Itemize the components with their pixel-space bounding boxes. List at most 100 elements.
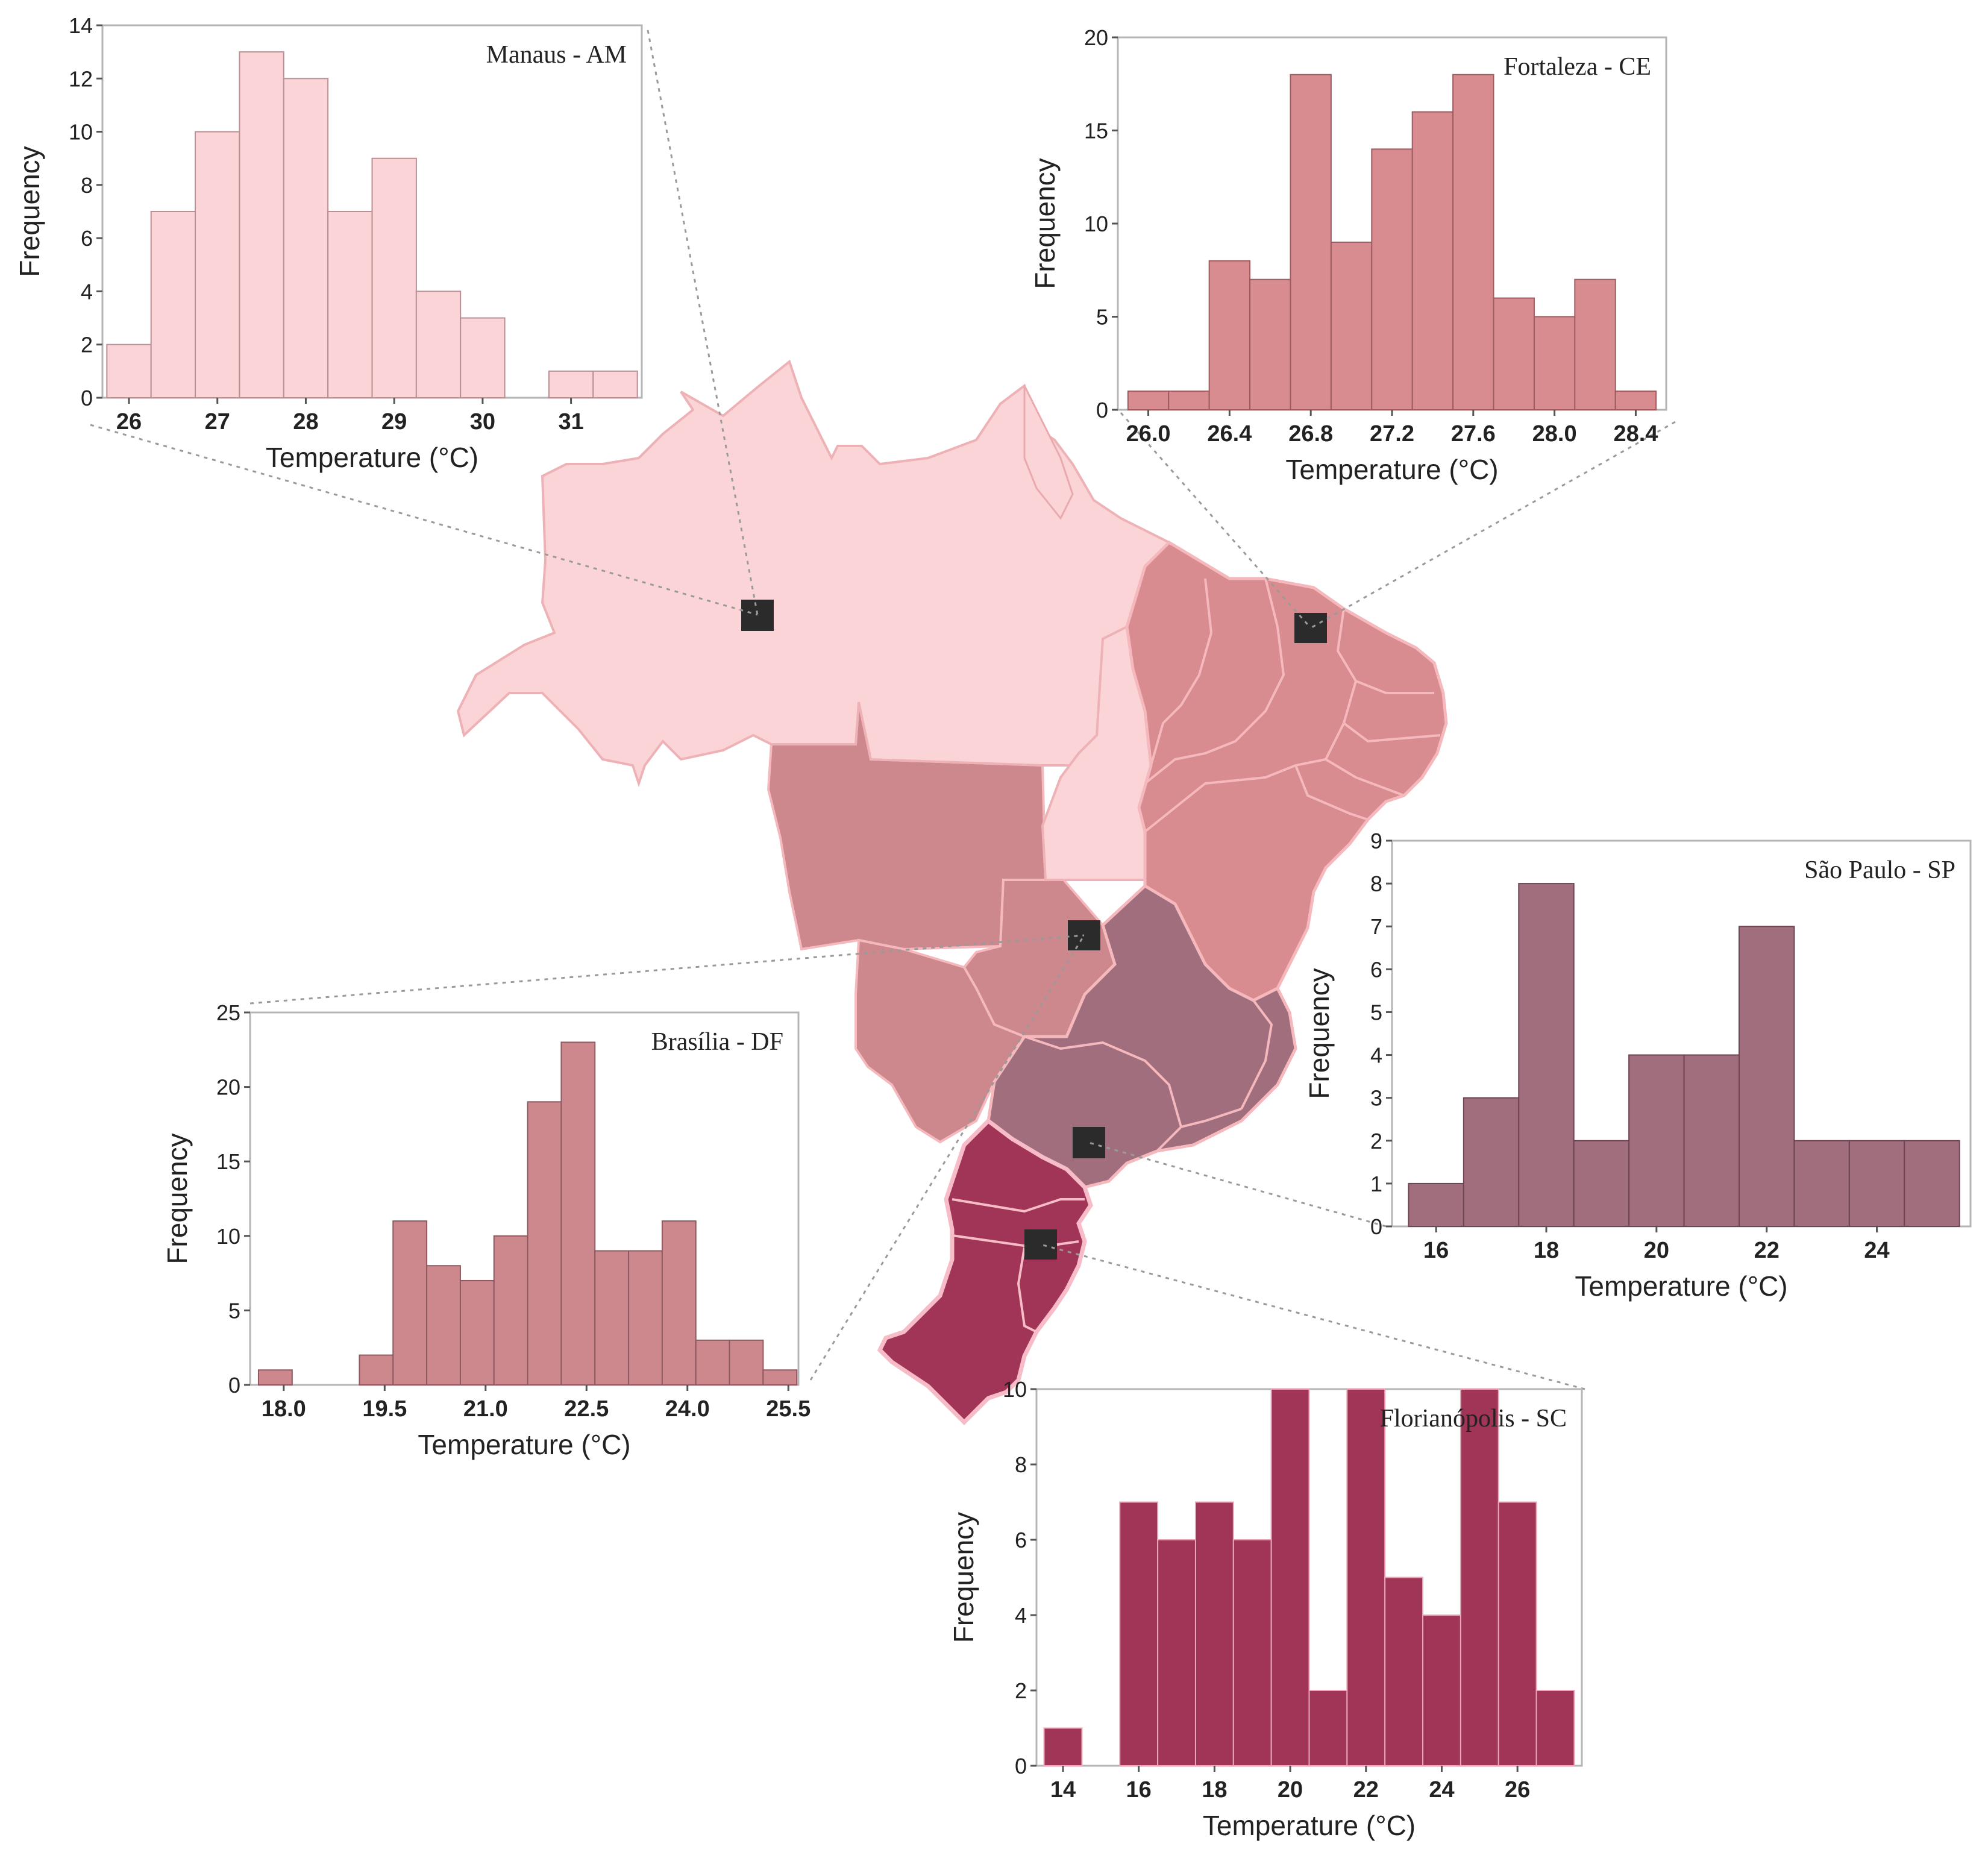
histogram-bar bbox=[1194, 1501, 1234, 1766]
histogram-bar bbox=[1308, 1690, 1348, 1766]
histogram-bar bbox=[426, 1265, 461, 1385]
y-axis-label: Frequency bbox=[14, 146, 45, 277]
x-tick-label: 20 bbox=[1278, 1777, 1303, 1803]
histogram-bar bbox=[1290, 74, 1332, 411]
chart-title: Manaus - AM bbox=[486, 41, 627, 69]
y-tick-label: 10 bbox=[69, 120, 93, 145]
histogram-bar bbox=[327, 211, 373, 398]
x-tick-label: 20 bbox=[1644, 1238, 1669, 1263]
histogram-bar bbox=[1614, 391, 1657, 410]
y-axis-label: Frequency bbox=[948, 1512, 979, 1643]
marker-saopaulo bbox=[1073, 1127, 1105, 1158]
x-axis-label: Temperature (°C) bbox=[1203, 1810, 1416, 1841]
histogram-bar bbox=[548, 370, 594, 398]
y-tick-label: 8 bbox=[1015, 1452, 1027, 1477]
histogram-bar bbox=[1232, 1539, 1272, 1766]
region-south bbox=[877, 1118, 1093, 1425]
marker-manaus bbox=[741, 600, 774, 631]
x-tick-label: 14 bbox=[1050, 1777, 1076, 1803]
histogram-bar bbox=[1518, 883, 1575, 1227]
histogram-bar bbox=[1208, 260, 1251, 410]
histogram-bar bbox=[106, 344, 152, 399]
y-tick-label: 7 bbox=[1370, 914, 1382, 939]
y-axis-label: Frequency bbox=[1303, 968, 1335, 1099]
x-tick-label: 16 bbox=[1126, 1777, 1152, 1803]
histogram-bar bbox=[1384, 1577, 1424, 1766]
histogram-bar bbox=[1628, 1054, 1685, 1227]
histogram-bar bbox=[257, 1369, 293, 1386]
x-tick-label: 24.0 bbox=[665, 1396, 710, 1422]
y-tick-label: 5 bbox=[228, 1298, 240, 1323]
x-tick-label: 31 bbox=[558, 409, 583, 435]
histogram-bar bbox=[1463, 1097, 1520, 1227]
south-state-borders bbox=[952, 1198, 1085, 1333]
histogram-bar bbox=[1739, 926, 1795, 1227]
southeast-state-borders bbox=[1024, 999, 1273, 1152]
leader-saopaulo bbox=[1088, 1141, 1387, 1228]
y-tick-label: 4 bbox=[1370, 1043, 1382, 1068]
histogram-brasilia: 0 5 10 15 20 25 18.0 19.5 21.0 22.5 24.0 25.5 Brasíl… bbox=[161, 1000, 811, 1460]
x-tick-label: 25.5 bbox=[766, 1396, 811, 1422]
x-tick-label: 18 bbox=[1534, 1238, 1559, 1263]
histogram-bar bbox=[1330, 241, 1373, 410]
leader-manaus-2 bbox=[90, 424, 758, 616]
x-tick-label: 22 bbox=[1353, 1777, 1379, 1803]
histogram-bar bbox=[1043, 1727, 1083, 1766]
histogram-bar bbox=[1460, 1389, 1499, 1766]
histogram-bar bbox=[1573, 1140, 1630, 1228]
y-tick-label: 8 bbox=[81, 173, 93, 198]
histogram-bar bbox=[762, 1369, 798, 1386]
x-tick-label: 28 bbox=[293, 409, 318, 435]
histogram-bar bbox=[1371, 148, 1413, 410]
histogram-bar bbox=[592, 370, 638, 398]
histogram-bar bbox=[1157, 1539, 1196, 1766]
y-tick-label: 0 bbox=[1096, 398, 1108, 422]
y-tick-label: 6 bbox=[81, 226, 93, 251]
y-tick-label: 6 bbox=[1015, 1528, 1027, 1552]
x-tick-label: 26 bbox=[116, 409, 142, 435]
x-tick-label: 30 bbox=[470, 409, 495, 435]
histogram-bar bbox=[1535, 1690, 1575, 1766]
histogram-bar bbox=[459, 1279, 495, 1385]
y-tick-label: 10 bbox=[216, 1224, 240, 1249]
histogram-bar bbox=[1408, 1182, 1464, 1228]
y-tick-label: 12 bbox=[69, 66, 93, 91]
x-tick-label: 16 bbox=[1423, 1238, 1449, 1263]
x-tick-label: 26 bbox=[1505, 1777, 1530, 1803]
leader-brasilia-2 bbox=[809, 935, 1085, 1381]
y-tick-label: 0 bbox=[228, 1373, 240, 1398]
histogram-bar bbox=[1168, 391, 1210, 410]
y-tick-label: 2 bbox=[81, 333, 93, 357]
histogram-bar bbox=[1119, 1501, 1159, 1766]
region-northeast bbox=[1125, 540, 1448, 1002]
x-tick-label: 24 bbox=[1429, 1777, 1454, 1803]
y-tick-label: 15 bbox=[216, 1149, 240, 1174]
chart-title: Brasília - DF bbox=[651, 1028, 783, 1056]
leader-floripa bbox=[1040, 1243, 1585, 1390]
histogram-bar bbox=[1574, 278, 1616, 411]
chart-title: Florianópolis - SC bbox=[1380, 1405, 1567, 1433]
y-tick-label: 1 bbox=[1370, 1172, 1382, 1196]
histogram-bar bbox=[1904, 1140, 1960, 1228]
y-tick-label: 5 bbox=[1096, 305, 1108, 330]
region-north bbox=[456, 359, 1171, 788]
leader-manaus-1 bbox=[647, 30, 759, 615]
y-axis-label: Frequency bbox=[161, 1133, 193, 1264]
y-tick-label: 25 bbox=[216, 1000, 240, 1025]
y-tick-label: 0 bbox=[1370, 1214, 1382, 1239]
y-tick-label: 14 bbox=[69, 13, 93, 38]
histogram-bar bbox=[1793, 1140, 1850, 1228]
x-tick-label: 22 bbox=[1754, 1238, 1779, 1263]
northeast-state-borders bbox=[1144, 578, 1441, 833]
y-tick-label: 15 bbox=[1084, 119, 1108, 143]
y-tick-label: 2 bbox=[1370, 1129, 1382, 1153]
histogram-bar bbox=[239, 51, 284, 398]
region-amapa bbox=[1023, 385, 1074, 520]
y-tick-label: 6 bbox=[1370, 957, 1382, 982]
histogram-bar bbox=[1493, 297, 1535, 410]
x-axis-label: Temperature (°C) bbox=[1285, 454, 1498, 485]
histogram-bar bbox=[695, 1339, 730, 1386]
x-tick-label: 28.4 bbox=[1613, 421, 1658, 447]
x-tick-label: 18.0 bbox=[262, 1396, 306, 1422]
